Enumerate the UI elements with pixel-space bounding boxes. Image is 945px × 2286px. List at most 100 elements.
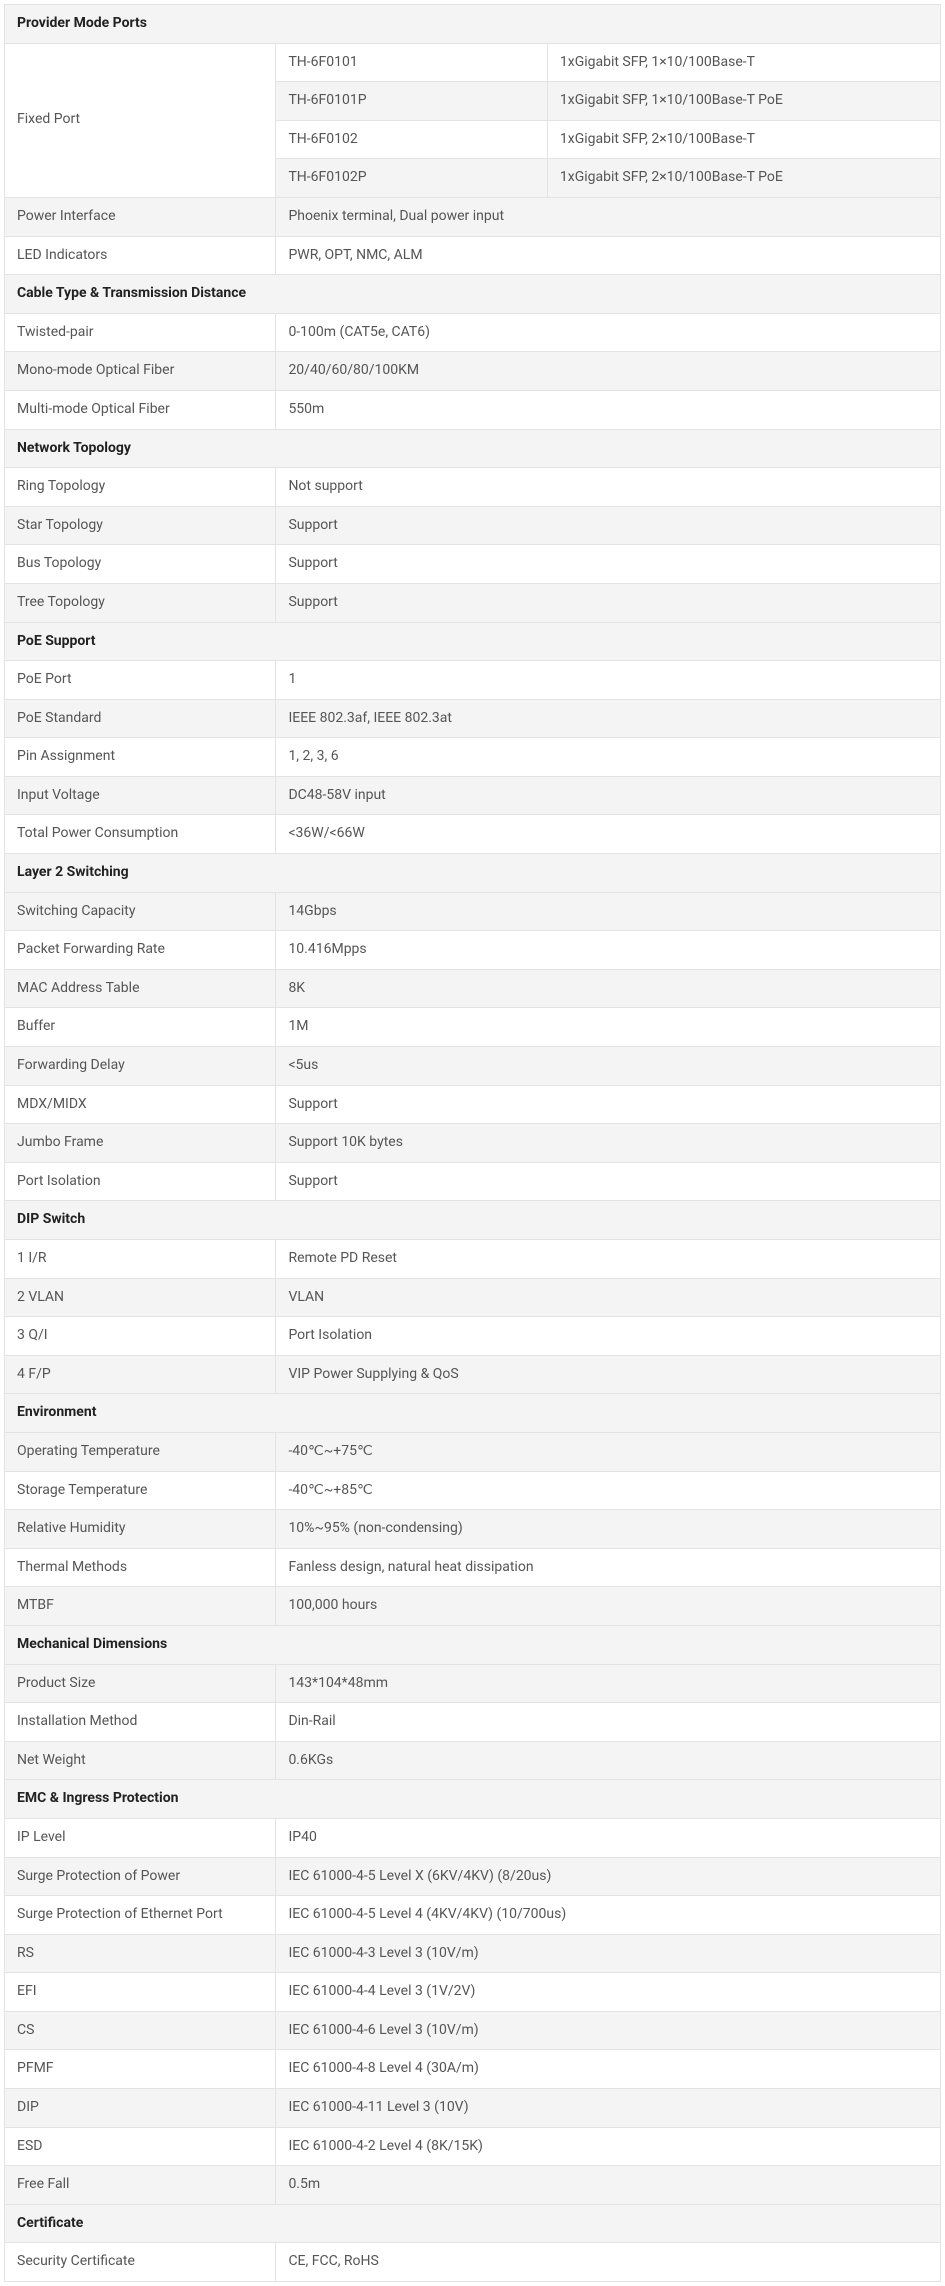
spec-value: Support [276,545,941,584]
spec-label: Surge Protection of Ethernet Port [5,1896,276,1935]
spec-value: Remote PD Reset [276,1240,941,1279]
spec-value: Support 10K bytes [276,1124,941,1163]
spec-label: Installation Method [5,1703,276,1742]
spec-value: 100,000 hours [276,1587,941,1626]
spec-label: Total Power Consumption [5,815,276,854]
spec-label: Port Isolation [5,1162,276,1201]
spec-value: Support [276,1162,941,1201]
spec-value: 550m [276,390,941,429]
spec-value: IEEE 802.3af, IEEE 802.3at [276,699,941,738]
spec-value: Port Isolation [276,1317,941,1356]
fixed-port-desc: 1xGigabit SFP, 1×10/100Base-T PoE [547,82,940,121]
spec-label: DIP [5,2089,276,2128]
fixed-port-desc: 1xGigabit SFP, 1×10/100Base-T [547,43,940,82]
spec-label: Star Topology [5,506,276,545]
spec-value: Support [276,1085,941,1124]
fixed-port-desc: 1xGigabit SFP, 2×10/100Base-T PoE [547,159,940,198]
spec-label: Twisted-pair [5,313,276,352]
spec-label: PoE Standard [5,699,276,738]
spec-label: ESD [5,2127,276,2166]
fixed-port-model: TH-6F0102P [276,159,547,198]
spec-label: Relative Humidity [5,1510,276,1549]
spec-value: IEC 61000-4-8 Level 4 (30A/m) [276,2050,941,2089]
spec-value: Support [276,506,941,545]
spec-value: Support [276,583,941,622]
spec-label: Packet Forwarding Rate [5,931,276,970]
spec-value: Phoenix terminal, Dual power input [276,197,941,236]
spec-value: IEC 61000-4-6 Level 3 (10V/m) [276,2011,941,2050]
section-header-emc: EMC & Ingress Protection [5,1780,941,1819]
fixed-port-model: TH-6F0101 [276,43,547,82]
spec-label: EFI [5,1973,276,2012]
spec-value: 1, 2, 3, 6 [276,738,941,777]
section-header-poe: PoE Support [5,622,941,661]
fixed-port-model: TH-6F0102 [276,120,547,159]
spec-label: Storage Temperature [5,1471,276,1510]
spec-label: Forwarding Delay [5,1047,276,1086]
spec-label: Net Weight [5,1741,276,1780]
spec-label: Input Voltage [5,776,276,815]
spec-value: 0.6KGs [276,1741,941,1780]
spec-label: Security Certificate [5,2243,276,2282]
spec-value: -40℃~+75℃ [276,1432,941,1471]
spec-value: IEC 61000-4-4 Level 3 (1V/2V) [276,1973,941,2012]
section-header-env: Environment [5,1394,941,1433]
spec-value: 143*104*48mm [276,1664,941,1703]
spec-label: MTBF [5,1587,276,1626]
spec-label: Jumbo Frame [5,1124,276,1163]
spec-label: IP Level [5,1818,276,1857]
spec-label: Pin Assignment [5,738,276,777]
spec-label: Surge Protection of Power [5,1857,276,1896]
spec-label: Free Fall [5,2166,276,2205]
spec-value: PWR, OPT, NMC, ALM [276,236,941,275]
spec-value: IEC 61000-4-11 Level 3 (10V) [276,2089,941,2128]
section-header-cable: Cable Type & Transmission Distance [5,275,941,314]
spec-value: IEC 61000-4-5 Level 4 (4KV/4KV) (10/700u… [276,1896,941,1935]
spec-table: Provider Mode PortsFixed PortTH-6F01011x… [4,4,941,2282]
section-header-provider-mode-ports: Provider Mode Ports [5,5,941,44]
spec-label: MAC Address Table [5,969,276,1008]
spec-value: IEC 61000-4-2 Level 4 (8K/15K) [276,2127,941,2166]
spec-label: Buffer [5,1008,276,1047]
spec-label: PFMF [5,2050,276,2089]
spec-value: 14Gbps [276,892,941,931]
spec-label: CS [5,2011,276,2050]
spec-value: Not support [276,468,941,507]
spec-value: 10%~95% (non-condensing) [276,1510,941,1549]
spec-label: Operating Temperature [5,1432,276,1471]
spec-label: Thermal Methods [5,1548,276,1587]
spec-label: Mono-mode Optical Fiber [5,352,276,391]
spec-label: Ring Topology [5,468,276,507]
spec-value: 0-100m (CAT5e, CAT6) [276,313,941,352]
section-header-topology: Network Topology [5,429,941,468]
spec-label: Multi-mode Optical Fiber [5,390,276,429]
spec-value: CE, FCC, RoHS [276,2243,941,2282]
fixed-port-model: TH-6F0101P [276,82,547,121]
spec-value: 0.5m [276,2166,941,2205]
spec-label: Power Interface [5,197,276,236]
spec-value: Fanless design, natural heat dissipation [276,1548,941,1587]
spec-value: DC48-58V input [276,776,941,815]
section-header-layer2: Layer 2 Switching [5,854,941,893]
spec-label: 1 I/R [5,1240,276,1279]
spec-value: <5us [276,1047,941,1086]
spec-label: Product Size [5,1664,276,1703]
section-header-cert: Certificate [5,2204,941,2243]
spec-label: Bus Topology [5,545,276,584]
spec-label: PoE Port [5,661,276,700]
spec-label: MDX/MIDX [5,1085,276,1124]
spec-value: 1M [276,1008,941,1047]
spec-value: VLAN [276,1278,941,1317]
spec-label: 2 VLAN [5,1278,276,1317]
spec-label: Switching Capacity [5,892,276,931]
spec-label: Tree Topology [5,583,276,622]
spec-label: 4 F/P [5,1355,276,1394]
spec-value: 20/40/60/80/100KM [276,352,941,391]
fixed-port-desc: 1xGigabit SFP, 2×10/100Base-T [547,120,940,159]
spec-value: Din-Rail [276,1703,941,1742]
spec-value: 8K [276,969,941,1008]
spec-value: <36W/<66W [276,815,941,854]
spec-value: 1 [276,661,941,700]
spec-label: LED Indicators [5,236,276,275]
spec-value: IP40 [276,1818,941,1857]
